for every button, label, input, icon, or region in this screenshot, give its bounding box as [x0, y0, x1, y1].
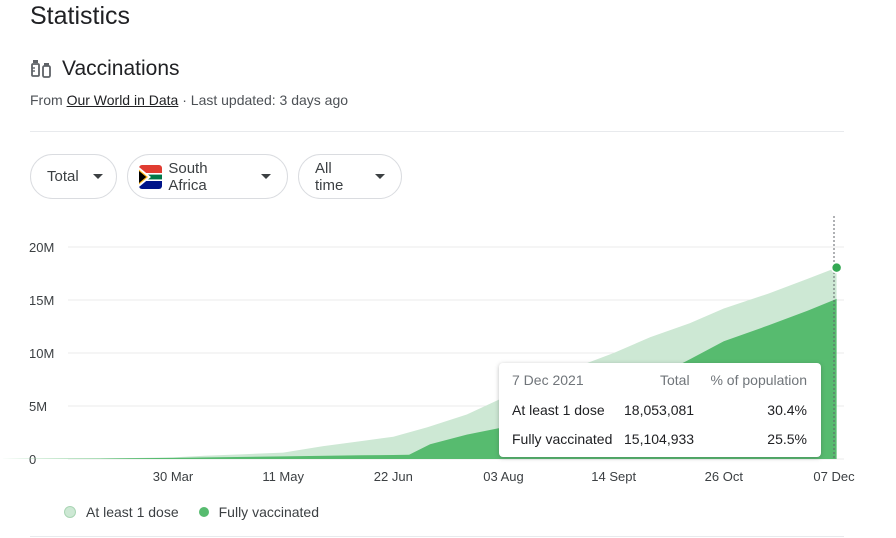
filter-bar: Total South Africa All time: [30, 154, 402, 199]
source-link[interactable]: Our World in Data: [66, 92, 179, 108]
tooltip-col-pct: % of population: [710, 372, 807, 388]
caret-down-icon: [261, 174, 271, 179]
tooltip-date: 7 Dec 2021: [512, 372, 584, 388]
divider: [30, 131, 844, 132]
metric-dropdown-label: Total: [47, 168, 79, 185]
y-tick-label: 5M: [29, 399, 47, 414]
x-tick-label: 11 May: [262, 469, 304, 484]
page-title: Statistics: [30, 2, 131, 30]
y-tick-label: 10M: [29, 346, 54, 361]
country-dropdown[interactable]: South Africa: [127, 154, 288, 199]
x-tick-label: 07 Dec: [813, 469, 855, 484]
x-tick-label: 26 Oct: [705, 469, 744, 484]
divider: [30, 536, 844, 537]
source-prefix: From: [30, 92, 67, 108]
country-dropdown-label: South Africa: [168, 159, 208, 194]
metric-dropdown[interactable]: Total: [30, 154, 117, 199]
caret-down-icon: [92, 174, 103, 179]
tooltip-row-total: 15,104,933: [624, 431, 695, 447]
data-point-marker: [830, 261, 843, 274]
x-tick-label: 03 Aug: [483, 469, 524, 484]
range-dropdown-label: All time: [315, 159, 344, 194]
source-line: From Our World in Data · Last updated: 3…: [30, 92, 348, 108]
tooltip-header: 7 Dec 2021 Total % of population: [512, 372, 807, 392]
x-tick-label: 22 Jun: [374, 469, 413, 484]
tooltip-row: At least 1 dose 18,053,081 30.4%: [512, 402, 807, 422]
legend-swatch: [64, 506, 76, 518]
tooltip-row: Fully vaccinated 15,104,933 25.5%: [512, 431, 807, 451]
chart-tooltip: 7 Dec 2021 Total % of population At leas…: [499, 363, 821, 457]
y-tick-label: 15M: [29, 293, 54, 308]
tooltip-row-total: 18,053,081: [624, 402, 695, 418]
range-dropdown[interactable]: All time: [298, 154, 402, 199]
syringe-icon: [30, 58, 52, 80]
south-africa-flag-icon: [139, 164, 163, 189]
chart-legend: At least 1 dose Fully vaccinated: [64, 504, 339, 520]
x-tick-label: 30 Mar: [153, 469, 194, 484]
tooltip-row-label: Fully vaccinated: [512, 431, 613, 447]
legend-label: Fully vaccinated: [218, 504, 320, 520]
caret-down-icon: [375, 174, 385, 179]
source-suffix: · Last updated: 3 days ago: [178, 92, 349, 108]
legend-item-fully-vaccinated[interactable]: Fully vaccinated: [198, 504, 320, 520]
y-tick-label: 0: [29, 452, 36, 467]
legend-label: At least 1 dose: [86, 504, 179, 520]
legend-swatch: [198, 507, 209, 517]
legend-item-at-least-one-dose[interactable]: At least 1 dose: [64, 504, 179, 520]
section-title: Vaccinations: [62, 57, 180, 80]
section-header: Vaccinations: [30, 57, 180, 81]
tooltip-row-pct: 30.4%: [767, 402, 807, 418]
x-tick-label: 14 Sept: [591, 469, 636, 484]
tooltip-row-pct: 25.5%: [767, 431, 807, 447]
y-tick-label: 20M: [29, 240, 54, 255]
tooltip-col-total: Total: [660, 372, 690, 388]
tooltip-row-label: At least 1 dose: [512, 402, 605, 418]
